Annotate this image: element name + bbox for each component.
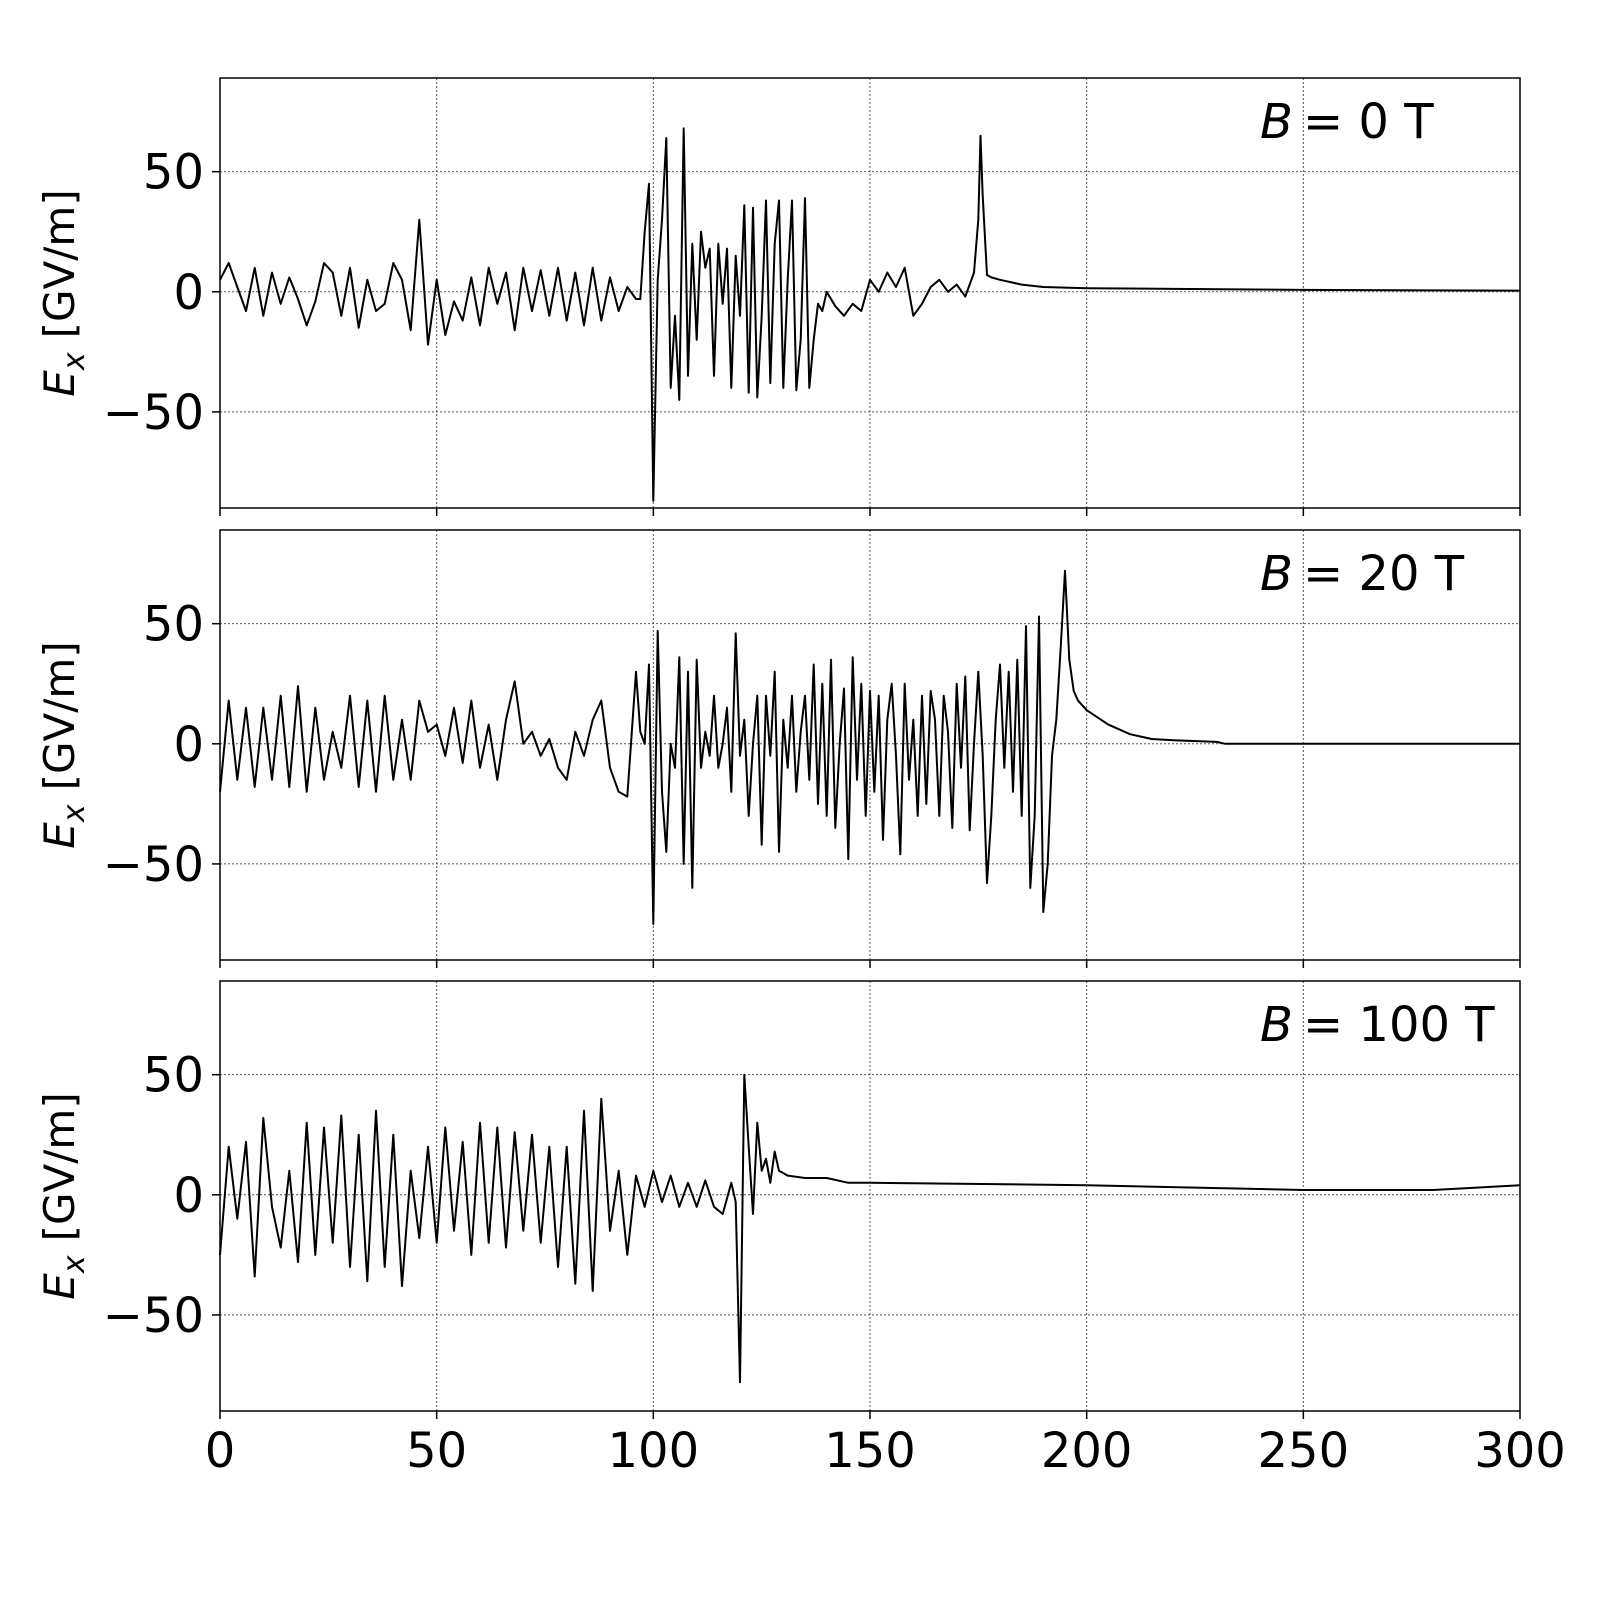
y-axis-label: Ex [GV/m]	[35, 1092, 92, 1299]
x-tick-label: 0	[205, 1423, 236, 1479]
y-label-unit: [GV/m]	[35, 1092, 84, 1241]
annotation: B = 20 T	[1260, 546, 1465, 602]
y-label-symbol: E	[35, 370, 84, 397]
annotation-text: = 100 T	[1303, 997, 1495, 1053]
panel: 0 50 100 150 200 250 300 −50 0 50 B = 100 T Ex [GV/m]	[35, 980, 1566, 1479]
annotation-symbol: B	[1260, 94, 1293, 150]
annotation: B = 0 T	[1260, 94, 1434, 150]
y-tick-label: 50	[143, 597, 204, 653]
annotation-symbol: B	[1260, 546, 1293, 602]
y-tick-label: 50	[143, 1048, 204, 1104]
y-label-subscript: x	[57, 352, 92, 371]
x-tick-label: 200	[1041, 1423, 1133, 1479]
annotation-text: = 0 T	[1303, 94, 1434, 150]
y-label-symbol: E	[35, 822, 84, 849]
annotation-text: = 20 T	[1303, 546, 1465, 602]
y-tick-label: 50	[143, 145, 204, 201]
panel: −50 0 50 B = 20 T Ex [GV/m]	[35, 529, 1521, 968]
y-label-unit: [GV/m]	[35, 189, 84, 338]
x-tick-label: 300	[1474, 1423, 1566, 1479]
data-line	[219, 127, 1521, 502]
annotation: B = 100 T	[1260, 997, 1495, 1053]
y-label-unit: [GV/m]	[35, 641, 84, 790]
data-line	[219, 1073, 1521, 1384]
x-tick-label: 150	[824, 1423, 916, 1479]
y-label-symbol: E	[35, 1273, 84, 1300]
panel: −50 0 50 B = 0 T Ex [GV/m]	[35, 77, 1521, 516]
x-tick-label: 100	[608, 1423, 700, 1479]
x-tick-label: 50	[406, 1423, 467, 1479]
y-tick-label: −50	[103, 1288, 204, 1344]
y-axis-label: Ex [GV/m]	[35, 641, 92, 848]
y-tick-label: −50	[103, 837, 204, 893]
axes-frame	[219, 77, 1521, 509]
annotation-symbol: B	[1260, 997, 1293, 1053]
y-tick-label: 0	[173, 265, 204, 321]
y-axis-label: Ex [GV/m]	[35, 189, 92, 396]
y-label-subscript: x	[57, 1255, 92, 1274]
y-tick-label: −50	[103, 385, 204, 441]
x-tick-label: 250	[1258, 1423, 1350, 1479]
data-line	[219, 569, 1520, 925]
axes-frame	[219, 529, 1521, 961]
y-tick-label: 0	[173, 1168, 204, 1224]
y-tick-label: 0	[173, 717, 204, 773]
y-label-subscript: x	[57, 804, 92, 823]
axes-frame	[219, 980, 1521, 1412]
